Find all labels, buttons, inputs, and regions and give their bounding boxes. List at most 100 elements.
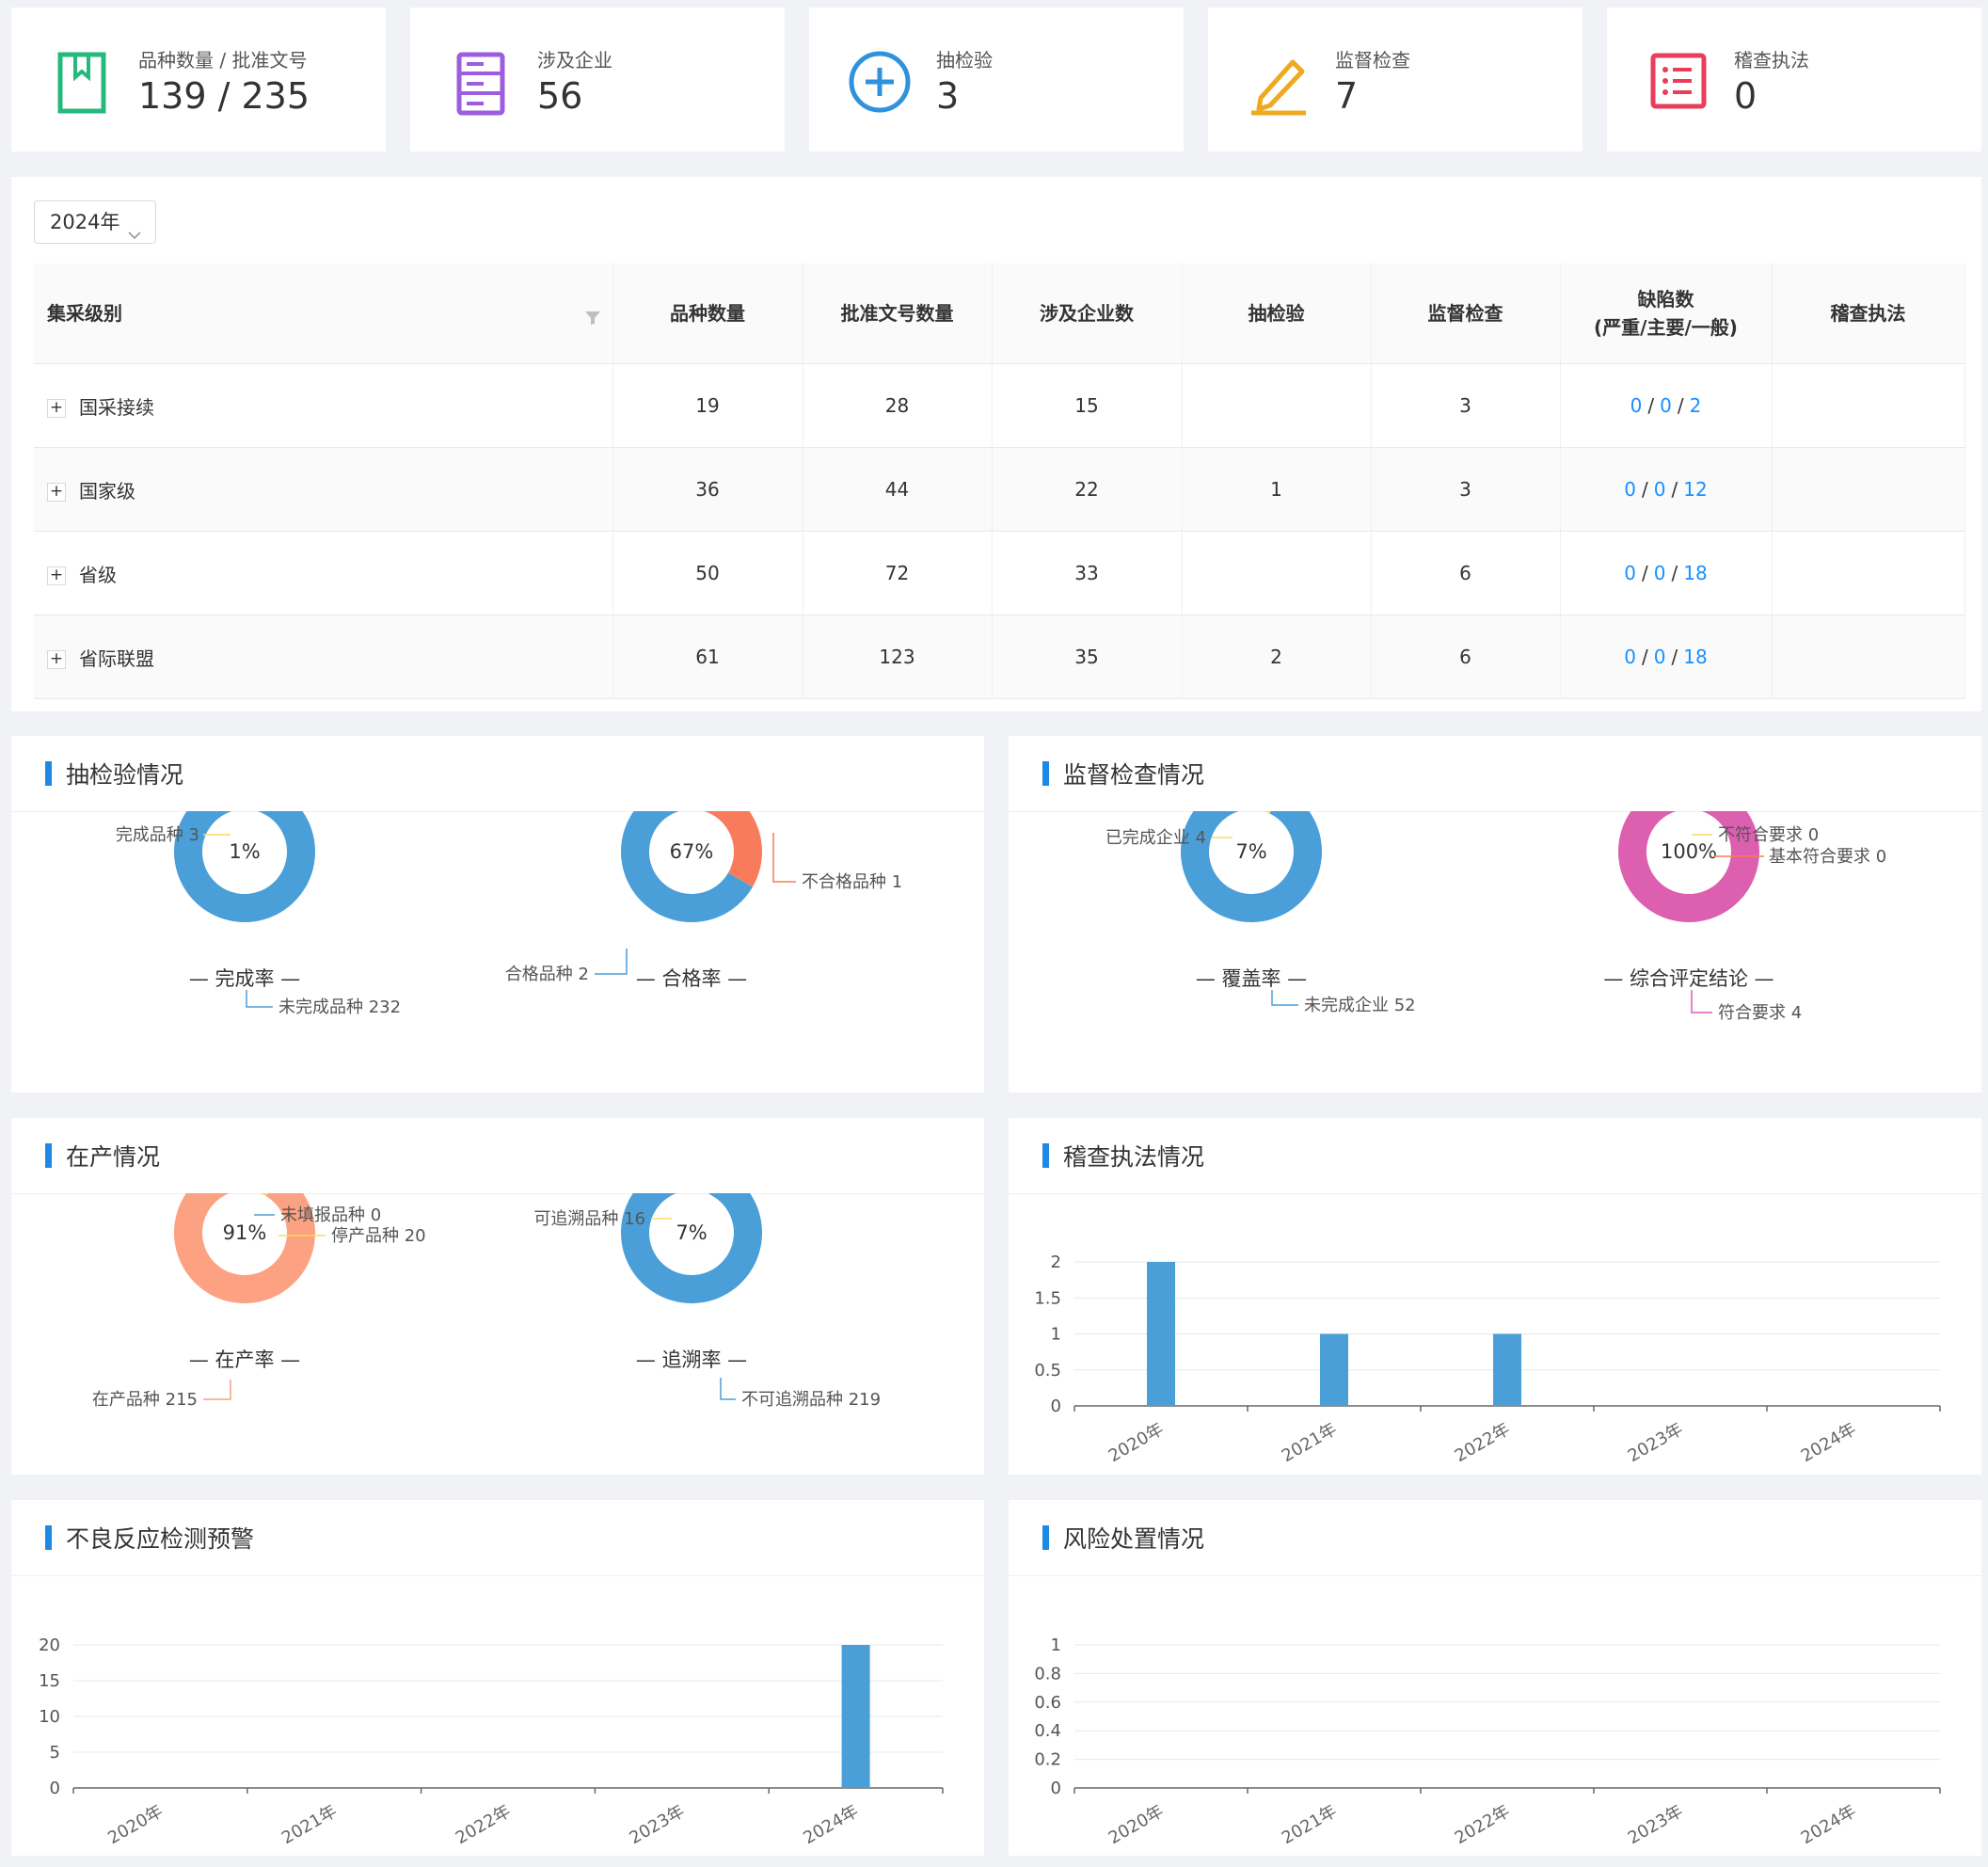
defect-separator: / xyxy=(1642,562,1648,584)
donut-slice[interactable] xyxy=(692,1193,721,1195)
sampling-link[interactable]: 1 xyxy=(1182,447,1372,532)
donut-slice[interactable] xyxy=(174,1193,315,1303)
stat-value: 56 xyxy=(537,75,583,117)
panel-header: 抽检验情况 xyxy=(11,736,984,812)
defect-major-link[interactable]: 0 xyxy=(1660,394,1672,417)
defect-severe-link[interactable]: 0 xyxy=(1624,478,1637,501)
column-header-level[interactable]: 集采级别 xyxy=(34,263,613,364)
y-tick-label: 0 xyxy=(1051,1396,1061,1416)
level-name: 省级 xyxy=(79,563,117,586)
inspection-link[interactable]: 3 xyxy=(1371,447,1561,532)
donut-slice[interactable] xyxy=(621,1193,762,1303)
filter-icon[interactable] xyxy=(584,305,601,333)
inspection-link[interactable]: 3 xyxy=(1371,363,1561,448)
bar[interactable] xyxy=(1320,1333,1348,1407)
defect-severe-link[interactable]: 0 xyxy=(1624,646,1637,668)
inspection-link[interactable]: 6 xyxy=(1371,531,1561,615)
x-tick-label: 2022年 xyxy=(1452,1801,1514,1848)
donut-slice[interactable] xyxy=(245,1193,280,1197)
enforcement-cell xyxy=(1772,614,1965,699)
donut-leader-line xyxy=(1691,990,1712,1013)
enforcement-bar-chart: 0 0.5 1 1.5 2 2020年 2021年 2022年 2023年 2024年 xyxy=(1034,1253,1941,1466)
panel-header: 稽查执法情况 xyxy=(1009,1118,1981,1194)
column-header-level-label: 集采级别 xyxy=(47,302,122,325)
level-name: 国家级 xyxy=(79,479,135,503)
title-accent-bar xyxy=(45,1143,52,1168)
donut-slice[interactable] xyxy=(692,811,762,887)
companies-link[interactable]: 15 xyxy=(992,363,1183,448)
coverage-rate-donut-chart: 7% — 覆盖率 — 已完成企业 4 未完成企业 52 xyxy=(1105,811,1416,1015)
title-accent-bar xyxy=(45,761,52,786)
stat-label: 涉及企业 xyxy=(537,49,612,72)
bar[interactable] xyxy=(841,1645,870,1788)
column-header-approvals: 批准文号数量 xyxy=(803,263,993,364)
expand-row-button[interactable]: + xyxy=(47,399,66,418)
column-header-varieties: 品种数量 xyxy=(612,263,803,364)
title-accent-bar xyxy=(45,1525,52,1550)
panel-sampling: 抽检验情况 1% — 完成率 — 完成品种 3 未完成品种 232 67% — 合格率 … xyxy=(11,736,984,1093)
donut-caption: — 综合评定结论 — xyxy=(1603,967,1773,990)
approvals-link[interactable]: 44 xyxy=(803,447,993,532)
panel-risk: 风险处置情况 0 0.2 0.4 0.6 0.8 1 2020年 2021年 2022年 2023… xyxy=(1009,1500,1981,1856)
y-tick-label: 2 xyxy=(1051,1253,1061,1272)
defect-severe-link[interactable]: 0 xyxy=(1624,562,1637,584)
sampling-link[interactable]: 2 xyxy=(1182,614,1372,699)
stat-card-sampling[interactable]: 抽检验 3 xyxy=(809,8,1184,152)
stat-value: 0 xyxy=(1734,75,1757,117)
defect-general-link[interactable]: 12 xyxy=(1683,478,1708,501)
defect-general-link[interactable]: 18 xyxy=(1683,562,1708,584)
table-row: + 省际联盟 61 123 35 2 6 0/0/18 xyxy=(34,614,1965,699)
y-tick-label: 0.4 xyxy=(1034,1721,1061,1741)
inspection-link[interactable]: 6 xyxy=(1371,614,1561,699)
defect-general-link[interactable]: 18 xyxy=(1683,646,1708,668)
x-tick-label: 2020年 xyxy=(104,1801,167,1848)
defect-major-link[interactable]: 0 xyxy=(1653,562,1666,584)
year-select[interactable]: 2024年 xyxy=(34,200,156,244)
sampling-link[interactable] xyxy=(1182,531,1372,615)
approvals-link[interactable]: 72 xyxy=(803,531,993,615)
donut-slice[interactable] xyxy=(621,811,753,922)
varieties-cell: 50 xyxy=(612,531,803,615)
companies-link[interactable]: 35 xyxy=(992,614,1183,699)
collection-level-table: 集采级别 品种数量 批准文号数量 涉及企业数 抽检验 监督检查 缺陷数 (严重/… xyxy=(34,263,1965,699)
defect-major-link[interactable]: 0 xyxy=(1653,646,1666,668)
donut-slice[interactable] xyxy=(1181,811,1322,922)
level-name: 省际联盟 xyxy=(79,646,154,670)
defect-major-link[interactable]: 0 xyxy=(1653,478,1666,501)
expand-row-button[interactable]: + xyxy=(47,483,66,502)
companies-link[interactable]: 22 xyxy=(992,447,1183,532)
donut-slice[interactable] xyxy=(174,811,315,922)
pass-rate-donut-chart: 67% — 合格率 — 不合格品种 1 合格品种 2 xyxy=(505,811,902,990)
defects-cell: 0/0/18 xyxy=(1560,531,1773,615)
stat-card-companies[interactable]: 涉及企业 56 xyxy=(410,8,785,152)
defect-severe-link[interactable]: 0 xyxy=(1630,394,1643,417)
bar[interactable] xyxy=(1147,1262,1175,1406)
expand-row-button[interactable]: + xyxy=(47,650,66,669)
sampling-link[interactable] xyxy=(1182,363,1372,448)
donut-slice-label: 基本符合要求 0 xyxy=(1769,847,1886,867)
level-cell: + 省级 xyxy=(34,531,613,615)
donut-slice[interactable] xyxy=(1251,811,1282,814)
y-tick-label: 5 xyxy=(50,1743,60,1763)
bar[interactable] xyxy=(1493,1333,1521,1407)
panel-header: 监督检查情况 xyxy=(1009,736,1981,812)
approvals-link[interactable]: 28 xyxy=(803,363,993,448)
donut-caption: — 完成率 — xyxy=(189,967,300,990)
approvals-link[interactable]: 123 xyxy=(803,614,993,699)
list-icon xyxy=(1648,51,1707,109)
x-tick-label: 2024年 xyxy=(1798,1419,1860,1466)
defect-general-link[interactable]: 2 xyxy=(1689,394,1702,417)
x-tick-label: 2021年 xyxy=(1279,1419,1341,1466)
donut-center-label: 91% xyxy=(223,1221,267,1244)
donut-leader-line xyxy=(720,1378,736,1400)
expand-row-button[interactable]: + xyxy=(47,566,66,585)
stat-card-enforcement[interactable]: 稽查执法 0 xyxy=(1607,8,1981,152)
y-tick-label: 10 xyxy=(39,1707,60,1727)
stat-card-varieties[interactable]: 品种数量 / 批准文号 139 / 235 xyxy=(11,8,386,152)
defects-cell: 0/0/12 xyxy=(1560,447,1773,532)
companies-link[interactable]: 33 xyxy=(992,531,1183,615)
donut-slice-label: 完成品种 3 xyxy=(116,825,199,845)
stat-card-inspection[interactable]: 监督检查 7 xyxy=(1208,8,1582,152)
donut-slice[interactable] xyxy=(1618,811,1759,922)
